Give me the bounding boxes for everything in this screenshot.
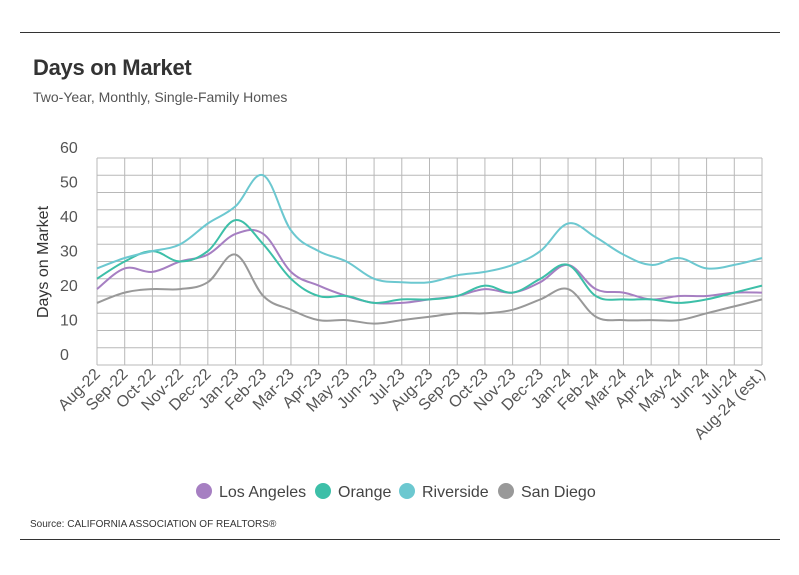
legend-swatch-orange — [315, 483, 331, 499]
chart-subtitle: Two-Year, Monthly, Single-Family Homes — [33, 89, 288, 105]
x-axis-ticks: Aug-22Sep-22Oct-22Nov-22Dec-22Jan-23Feb-… — [55, 366, 769, 443]
y-tick-label: 50 — [60, 175, 78, 192]
series-line-san-diego — [96, 253, 763, 325]
y-axis-label: Days on Market — [35, 205, 52, 318]
legend-label-riverside: Riverside — [422, 484, 489, 501]
y-tick-label: 40 — [60, 209, 78, 226]
y-tick-label: 20 — [60, 278, 78, 295]
chart-title: Days on Market — [33, 55, 192, 80]
legend-swatch-san-diego — [498, 483, 514, 499]
y-tick-label: 0 — [60, 347, 69, 364]
y-tick-label: 60 — [60, 140, 78, 157]
top-rule — [20, 32, 780, 33]
legend-swatch-riverside — [399, 483, 415, 499]
legend: Los Angeles Orange Riverside San Diego — [196, 483, 596, 501]
legend-label-san-diego: San Diego — [521, 484, 596, 501]
series-line-orange — [96, 219, 763, 304]
y-tick-label: 10 — [60, 313, 78, 330]
legend-label-orange: Orange — [338, 484, 391, 501]
source-note: Source: CALIFORNIA ASSOCIATION OF REALTO… — [30, 519, 277, 530]
series-lines — [96, 174, 763, 325]
series-line-riverside — [96, 174, 763, 284]
y-tick-label: 30 — [60, 244, 78, 261]
bottom-rule — [20, 539, 780, 540]
legend-swatch-los-angeles — [196, 483, 212, 499]
y-axis-ticks: 0 10 20 30 40 50 60 — [60, 140, 78, 364]
grid — [96, 157, 763, 366]
legend-label-los-angeles: Los Angeles — [219, 484, 306, 501]
